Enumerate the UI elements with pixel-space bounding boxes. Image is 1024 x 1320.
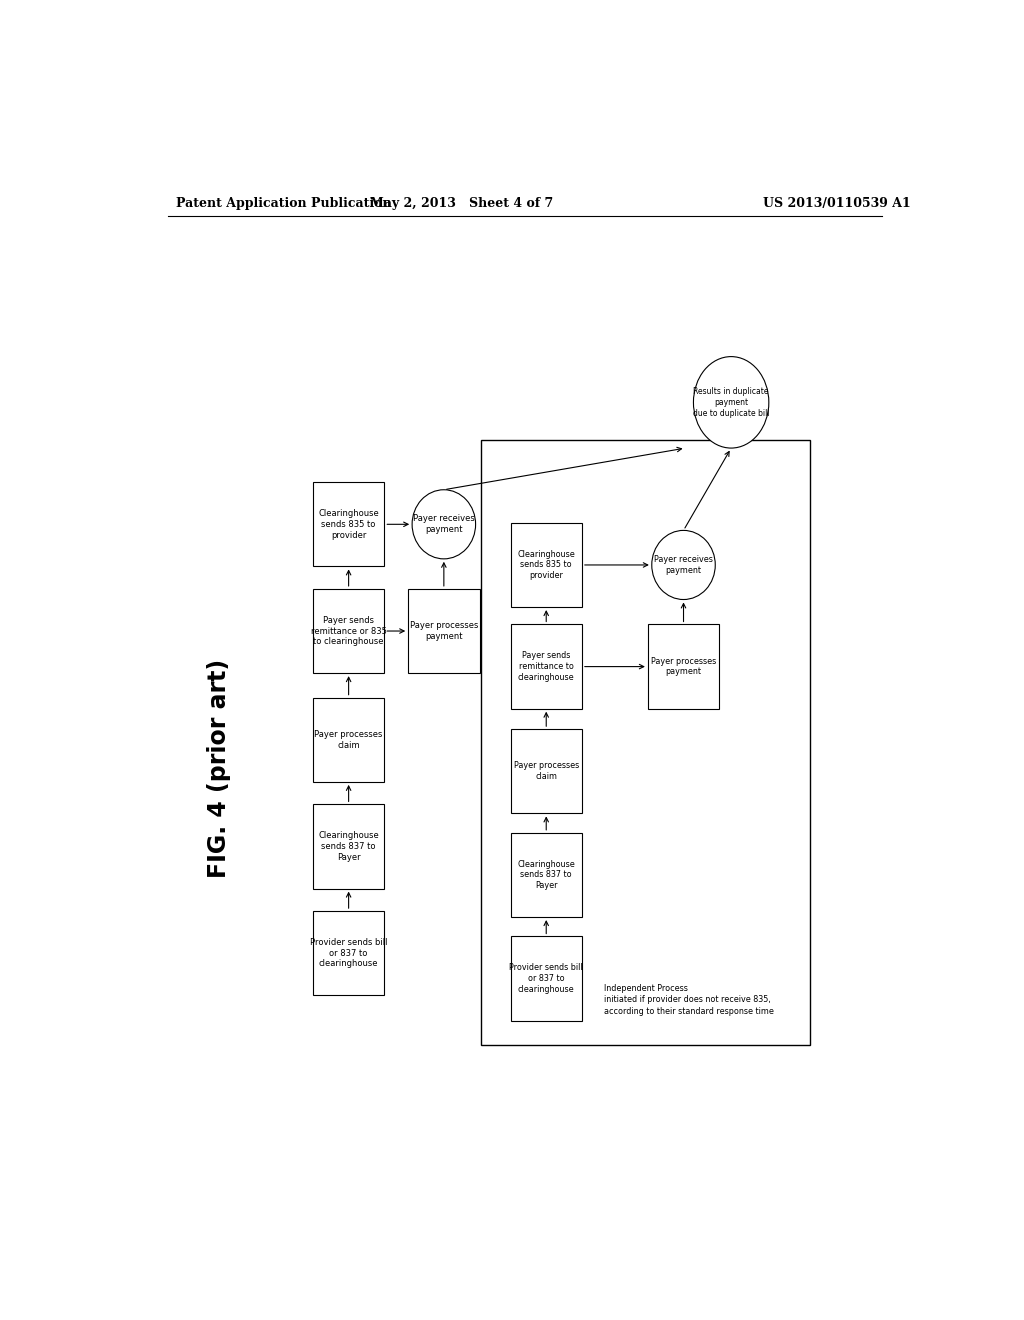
Text: Payer receives
payment: Payer receives payment: [413, 515, 475, 535]
Bar: [313, 482, 384, 566]
Text: Payer sends
remittance or 835
to clearinghouse: Payer sends remittance or 835 to clearin…: [310, 615, 386, 647]
Text: FIG. 4 (prior art): FIG. 4 (prior art): [207, 659, 231, 878]
Text: Payer receives
payment: Payer receives payment: [654, 556, 713, 574]
Text: Payer processes
payment: Payer processes payment: [651, 657, 716, 676]
Bar: [409, 589, 479, 673]
Bar: [511, 936, 582, 1020]
Bar: [313, 589, 384, 673]
Bar: [313, 697, 384, 781]
Bar: [511, 523, 582, 607]
Text: Results in duplicate
payment
due to duplicate bill: Results in duplicate payment due to dupl…: [693, 387, 769, 417]
Bar: [511, 624, 582, 709]
Text: May 2, 2013   Sheet 4 of 7: May 2, 2013 Sheet 4 of 7: [370, 197, 553, 210]
Bar: [511, 729, 582, 813]
Text: Clearinghouse
sends 835 to
provider: Clearinghouse sends 835 to provider: [318, 510, 379, 540]
Bar: [313, 911, 384, 995]
Bar: [313, 804, 384, 888]
Text: Payer processes
claim: Payer processes claim: [314, 730, 383, 750]
Text: Provider sends bill
or 837 to
clearinghouse: Provider sends bill or 837 to clearingho…: [310, 939, 387, 969]
Text: Payer processes
claim: Payer processes claim: [514, 762, 579, 781]
Ellipse shape: [651, 531, 715, 599]
Text: Clearinghouse
sends 837 to
Payer: Clearinghouse sends 837 to Payer: [517, 859, 575, 890]
Ellipse shape: [693, 356, 769, 447]
Text: Clearinghouse
sends 837 to
Payer: Clearinghouse sends 837 to Payer: [318, 832, 379, 862]
Bar: [481, 440, 811, 1044]
Text: US 2013/0110539 A1: US 2013/0110539 A1: [763, 197, 910, 210]
Bar: [648, 624, 719, 709]
Ellipse shape: [412, 490, 475, 558]
Bar: [511, 833, 582, 917]
Text: Independent Process
initiated if provider does not receive 835,
according to the: Independent Process initiated if provide…: [604, 983, 774, 1016]
Text: Payer sends
remittance to
clearinghouse: Payer sends remittance to clearinghouse: [518, 651, 574, 682]
Text: Payer processes
payment: Payer processes payment: [410, 622, 478, 642]
Text: Clearinghouse
sends 835 to
provider: Clearinghouse sends 835 to provider: [517, 549, 575, 581]
Text: Provider sends bill
or 837 to
clearinghouse: Provider sends bill or 837 to clearingho…: [509, 964, 583, 994]
Text: Patent Application Publication: Patent Application Publication: [176, 197, 391, 210]
